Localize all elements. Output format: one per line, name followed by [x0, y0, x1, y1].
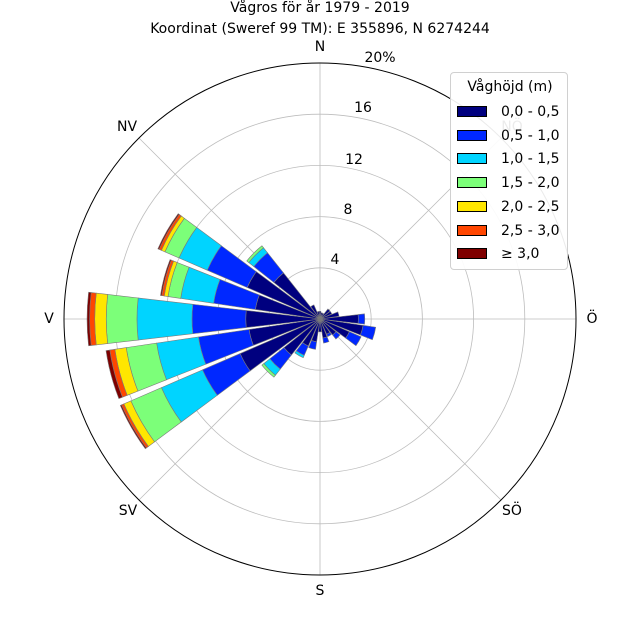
rose-bar-segment [105, 294, 139, 344]
rose-bar-segment [326, 331, 332, 338]
legend-label: 2,0 - 2,5 [501, 199, 560, 215]
rose-bar-segment [157, 213, 180, 250]
direction-label-v: V [44, 311, 54, 327]
legend-item: 2,0 - 2,5 [457, 199, 565, 215]
rose-bar-segment [86, 291, 92, 347]
rose-bar-segment [94, 292, 108, 346]
direction-label-so: SÖ [502, 503, 522, 519]
rose-bar-segment [294, 350, 305, 359]
direction-label-o: Ö [586, 311, 598, 327]
legend-swatch [457, 153, 487, 164]
legend-item: 1,5 - 2,0 [457, 175, 565, 191]
legend-label: 0,5 - 1,0 [501, 128, 560, 144]
rose-bar-segment [160, 259, 172, 296]
legend-swatch [457, 106, 487, 117]
rose-bar-segment [316, 311, 321, 320]
legend-label: 1,5 - 2,0 [501, 175, 560, 191]
legend: Våghöjd (m) 0,0 - 0,5 0,5 - 1,0 1,0 - 1,… [450, 72, 568, 270]
rose-bar-segment [319, 311, 340, 320]
legend-label: ≥ 3,0 [501, 246, 540, 262]
rose-bar-segment [105, 349, 123, 400]
rose-bar-segment [357, 313, 366, 325]
rose-bar-segment [332, 331, 341, 340]
legend-label: 1,0 - 1,5 [501, 151, 560, 167]
rose-bar-segment [310, 304, 321, 320]
chart-subtitle: Koordinat (Sweref 99 TM): E 355896, N 62… [150, 21, 490, 37]
rose-bar-segment [319, 308, 331, 320]
legend-swatch [457, 201, 487, 212]
direction-label-n: N [314, 39, 326, 55]
rose-bar-segment [319, 310, 333, 320]
legend-item: 0,5 - 1,0 [457, 128, 565, 144]
legend-item: ≥ 3,0 [457, 246, 565, 262]
rose-bar-segment [322, 336, 330, 344]
legend-item: 1,0 - 1,5 [457, 151, 565, 167]
radial-tick-label-8: 8 [343, 202, 353, 218]
legend-title: Våghöjd (m) [467, 79, 553, 95]
legend-swatch [457, 248, 487, 259]
direction-label-nv: NV [116, 119, 138, 135]
legend-swatch [457, 177, 487, 188]
direction-label-s: S [315, 583, 325, 599]
legend-label: 2,5 - 3,0 [501, 223, 560, 239]
rose-bar-segment [246, 245, 264, 263]
legend-label: 0,0 - 0,5 [501, 104, 560, 120]
rose-bar-segment [191, 303, 247, 335]
legend-item: 0,0 - 0,5 [457, 104, 565, 120]
grid-spoke [319, 318, 502, 501]
legend-swatch [457, 225, 487, 236]
rose-bar-segment [119, 404, 147, 450]
rose-bar-segment [318, 318, 322, 333]
radial-tick-label-16: 16 [354, 100, 372, 116]
radial-tick-label-20: 20% [364, 50, 396, 66]
legend-item: 2,5 - 3,0 [457, 223, 565, 239]
rose-bar-segment [261, 363, 276, 378]
rose-bar-segment [345, 331, 362, 347]
plot-boundary [63, 62, 577, 576]
direction-label-sv: SV [118, 503, 138, 519]
rose-bar-segment [136, 297, 194, 341]
legend-swatch [457, 130, 487, 141]
rose-bar-segment [360, 325, 377, 341]
rose-bar-segment [308, 340, 317, 350]
radial-tick-label-4: 4 [330, 252, 340, 268]
radial-tick-label-12: 12 [345, 152, 363, 168]
chart-title: Vågros för år 1979 - 2019 [230, 0, 410, 16]
